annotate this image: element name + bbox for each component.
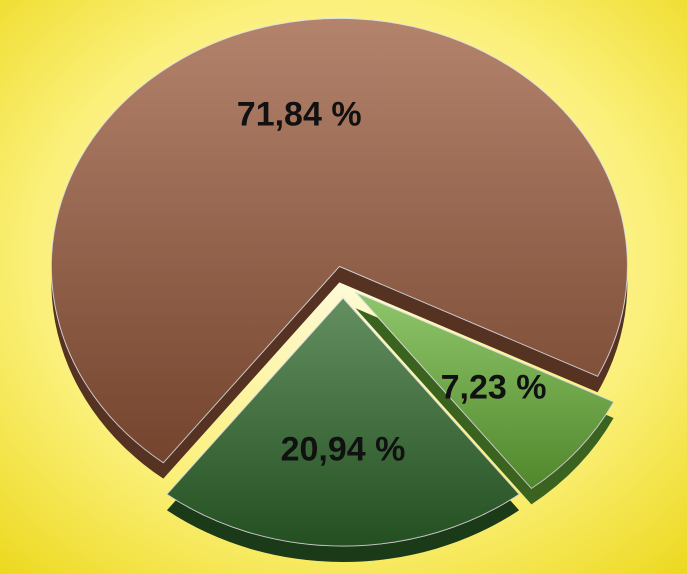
pie: [50, 17, 628, 562]
value-label: 7,23 %: [441, 369, 547, 407]
value-label: 20,94 %: [281, 431, 406, 469]
labels: 71,84 % 7,23 % 20,94 %: [237, 96, 547, 469]
slice-shade: [51, 18, 628, 463]
value-label: 71,84 %: [237, 96, 362, 134]
slice-shade: [166, 298, 520, 546]
slice-shade: [355, 292, 614, 489]
